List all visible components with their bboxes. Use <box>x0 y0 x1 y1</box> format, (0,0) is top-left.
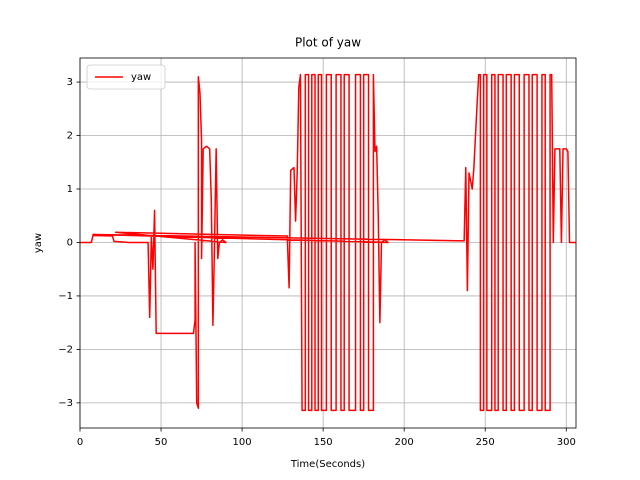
x-tick-label: 50 <box>155 437 168 448</box>
y-tick-label: 1 <box>67 184 73 195</box>
y-tick-label: 3 <box>67 77 73 88</box>
legend: yaw <box>86 64 166 90</box>
y-axis-label: yaw <box>33 233 44 253</box>
x-tick-label: 250 <box>476 437 495 448</box>
data-line <box>80 73 576 412</box>
plot-frame <box>79 57 577 429</box>
y-tick-label: −3 <box>58 398 73 409</box>
chart-title: Plot of yaw <box>295 36 361 50</box>
x-tick-label: 0 <box>77 437 83 448</box>
x-tick-label: 100 <box>233 437 252 448</box>
legend-box <box>86 64 166 90</box>
x-tick-label: 150 <box>314 437 333 448</box>
y-tick-label: −2 <box>58 344 73 355</box>
x-tick-label: 200 <box>395 437 414 448</box>
y-tick-label: 0 <box>67 237 73 248</box>
legend-label: yaw <box>131 72 151 83</box>
y-tick-label: 2 <box>67 131 73 142</box>
x-tick-label: 300 <box>557 437 576 448</box>
y-tick-label: −1 <box>58 291 73 302</box>
plot-area <box>80 73 576 412</box>
x-axis-label: Time(Seconds) <box>290 459 365 470</box>
